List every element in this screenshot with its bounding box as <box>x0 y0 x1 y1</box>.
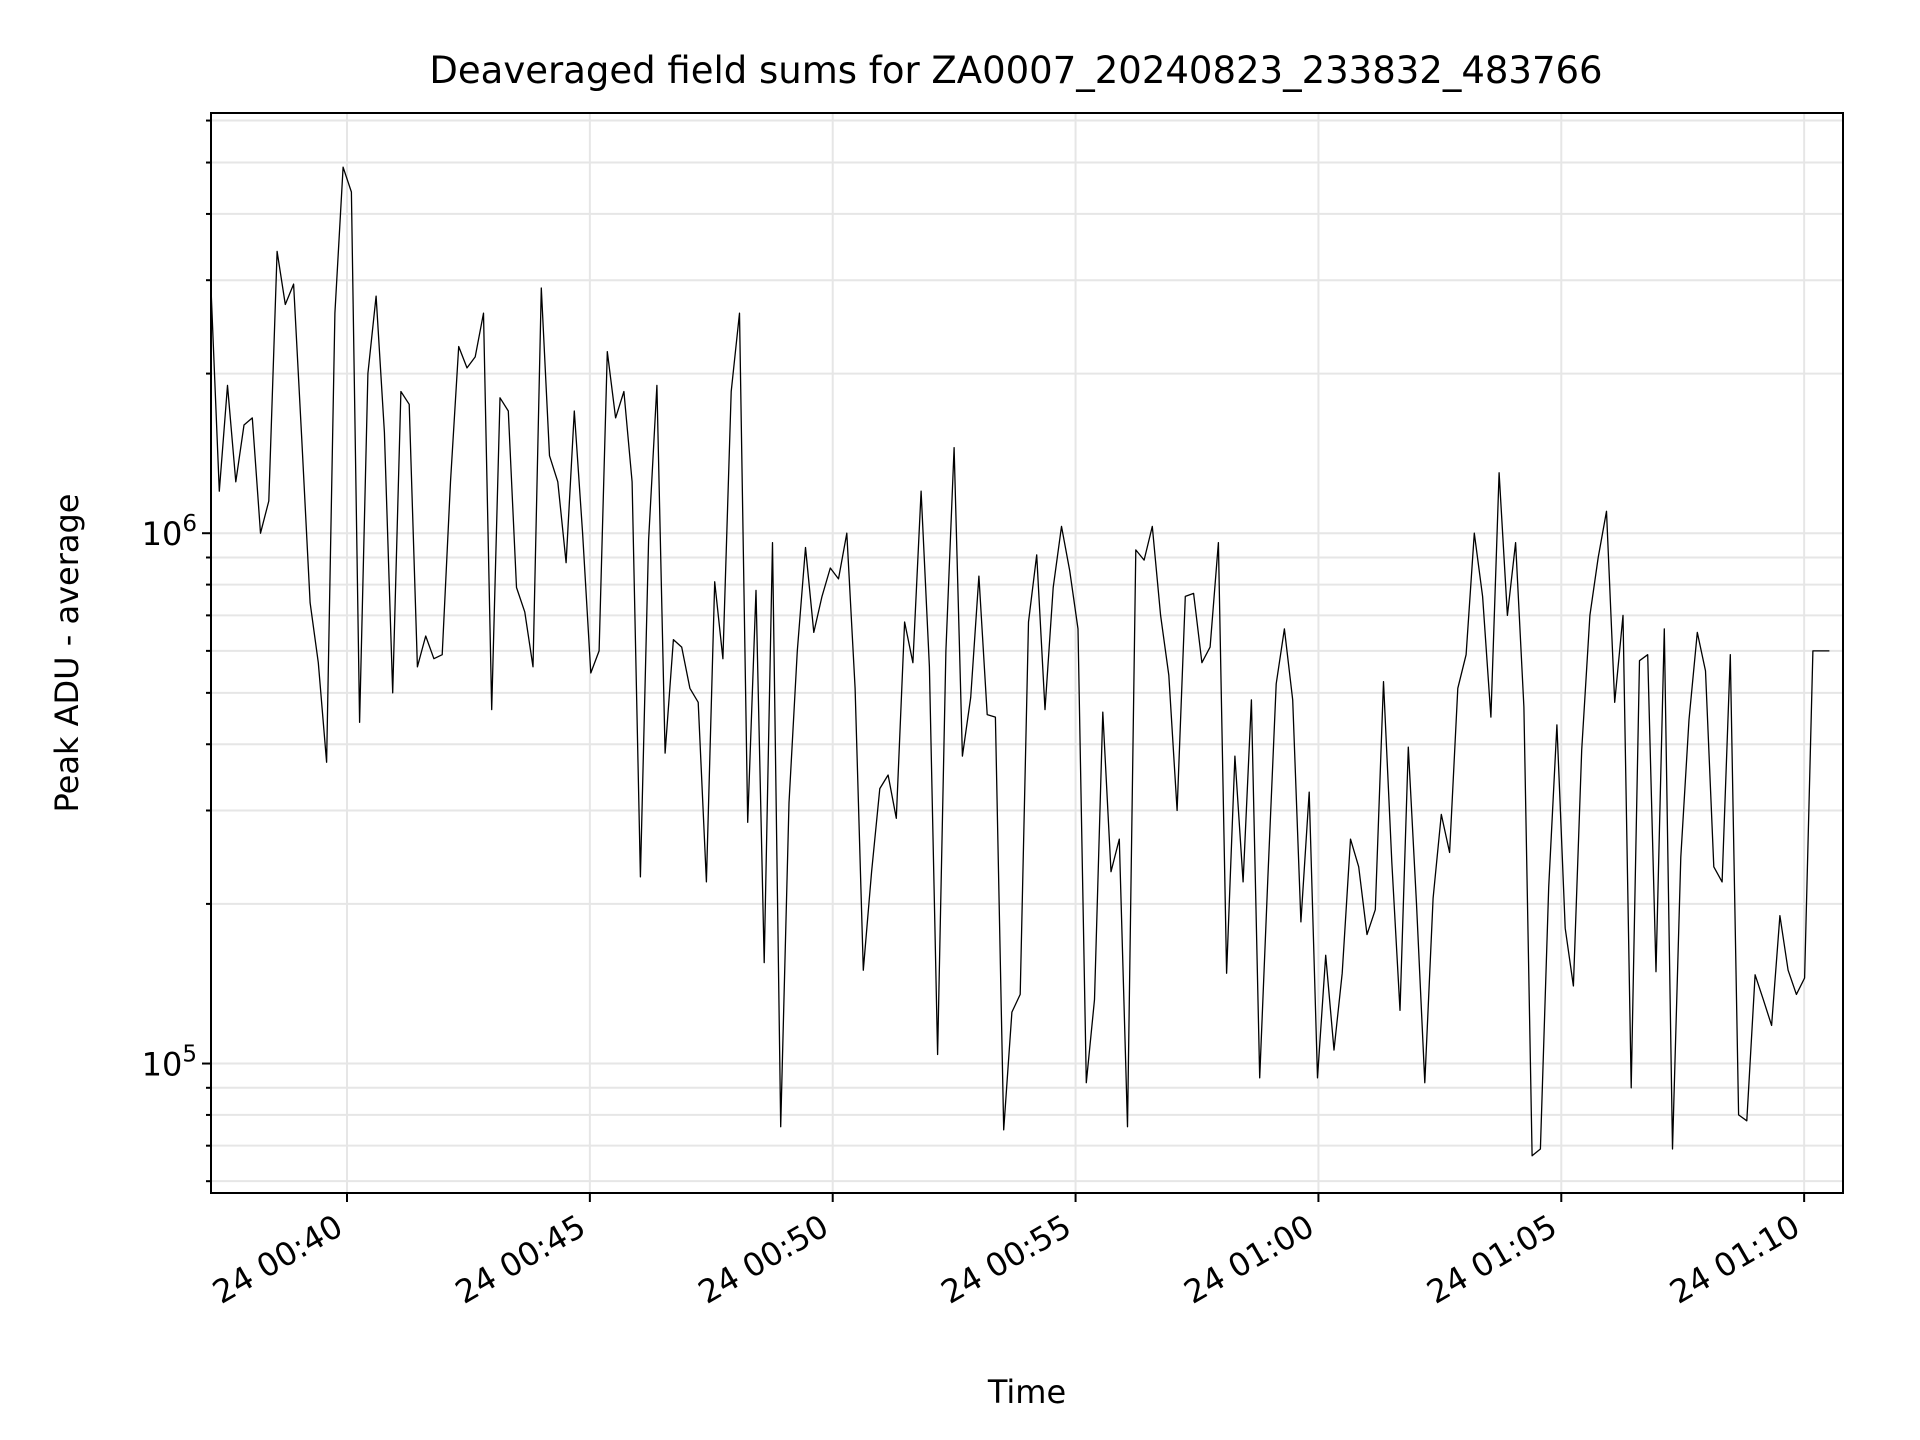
x-tick-label: 24 01:10 <box>1663 1207 1806 1311</box>
y-tick-label: 105 <box>142 1042 197 1084</box>
x-tick-label: 24 01:00 <box>1177 1207 1320 1311</box>
x-axis-label: Time <box>987 1373 1066 1411</box>
series-line <box>210 166 1830 1157</box>
x-tick-label: 24 00:50 <box>692 1207 835 1311</box>
y-axis: 105 106 <box>142 119 211 1183</box>
grid <box>211 113 1843 1193</box>
x-tick-label: 24 00:40 <box>206 1207 349 1311</box>
x-tick-label: 24 00:45 <box>449 1207 592 1311</box>
x-tick-label: 24 01:05 <box>1420 1207 1563 1311</box>
data-line-layer <box>210 166 1830 1157</box>
plot-area-frame <box>210 112 1844 1194</box>
chart-title: Deaveraged field sums for ZA0007_2024082… <box>429 49 1602 92</box>
x-tick-label: 24 00:55 <box>935 1207 1078 1311</box>
y-axis-label: Peak ADU - average <box>48 494 86 813</box>
y-tick-label: 106 <box>142 511 197 553</box>
x-axis: 24 00:40 24 00:45 24 00:50 24 00:55 24 01:00… <box>206 1193 1806 1311</box>
